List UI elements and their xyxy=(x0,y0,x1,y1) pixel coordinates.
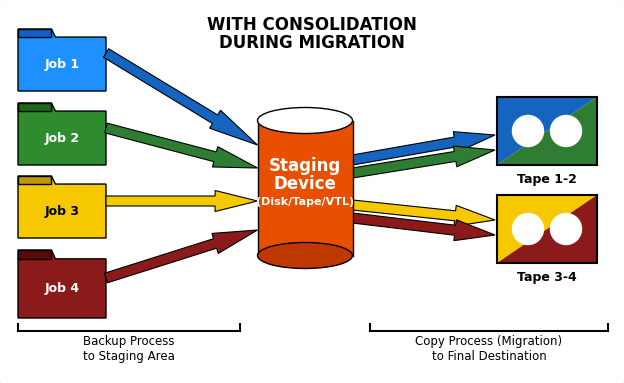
Bar xyxy=(497,97,597,165)
Text: (Disk/Tape/VTL): (Disk/Tape/VTL) xyxy=(256,197,354,207)
Polygon shape xyxy=(497,195,597,263)
Polygon shape xyxy=(18,103,51,111)
FancyBboxPatch shape xyxy=(258,121,353,255)
Polygon shape xyxy=(18,176,51,184)
FancyArrow shape xyxy=(104,49,258,145)
Polygon shape xyxy=(18,103,106,165)
Text: Job 2: Job 2 xyxy=(44,131,80,144)
Text: WITH CONSOLIDATION: WITH CONSOLIDATION xyxy=(207,16,417,34)
Text: Staging: Staging xyxy=(269,157,341,175)
FancyArrow shape xyxy=(352,146,495,178)
Text: Tape 3-4: Tape 3-4 xyxy=(517,271,577,284)
Circle shape xyxy=(512,116,544,147)
FancyArrow shape xyxy=(104,230,258,283)
FancyArrow shape xyxy=(106,190,258,211)
Polygon shape xyxy=(497,97,597,165)
Text: Tape 1-2: Tape 1-2 xyxy=(517,173,577,186)
Polygon shape xyxy=(497,97,597,165)
Text: Device: Device xyxy=(273,175,336,193)
Polygon shape xyxy=(18,29,51,37)
Polygon shape xyxy=(497,195,597,263)
Polygon shape xyxy=(18,29,106,91)
Text: Job 3: Job 3 xyxy=(44,205,79,218)
FancyArrow shape xyxy=(352,213,495,241)
Text: Copy Process (Migration)
to Final Destination: Copy Process (Migration) to Final Destin… xyxy=(416,335,563,363)
Polygon shape xyxy=(18,250,106,318)
Circle shape xyxy=(512,213,544,244)
Circle shape xyxy=(550,213,582,244)
Text: Job 4: Job 4 xyxy=(44,282,80,295)
Polygon shape xyxy=(18,176,106,238)
FancyArrow shape xyxy=(105,123,258,168)
Polygon shape xyxy=(18,250,51,259)
Bar xyxy=(497,195,597,263)
Text: DURING MIGRATION: DURING MIGRATION xyxy=(219,34,405,52)
Ellipse shape xyxy=(258,242,353,268)
FancyArrow shape xyxy=(352,200,495,226)
Text: Backup Process
to Staging Area: Backup Process to Staging Area xyxy=(83,335,175,363)
Text: Job 1: Job 1 xyxy=(44,57,80,70)
Circle shape xyxy=(550,116,582,147)
Ellipse shape xyxy=(258,108,353,134)
FancyArrow shape xyxy=(352,132,495,165)
